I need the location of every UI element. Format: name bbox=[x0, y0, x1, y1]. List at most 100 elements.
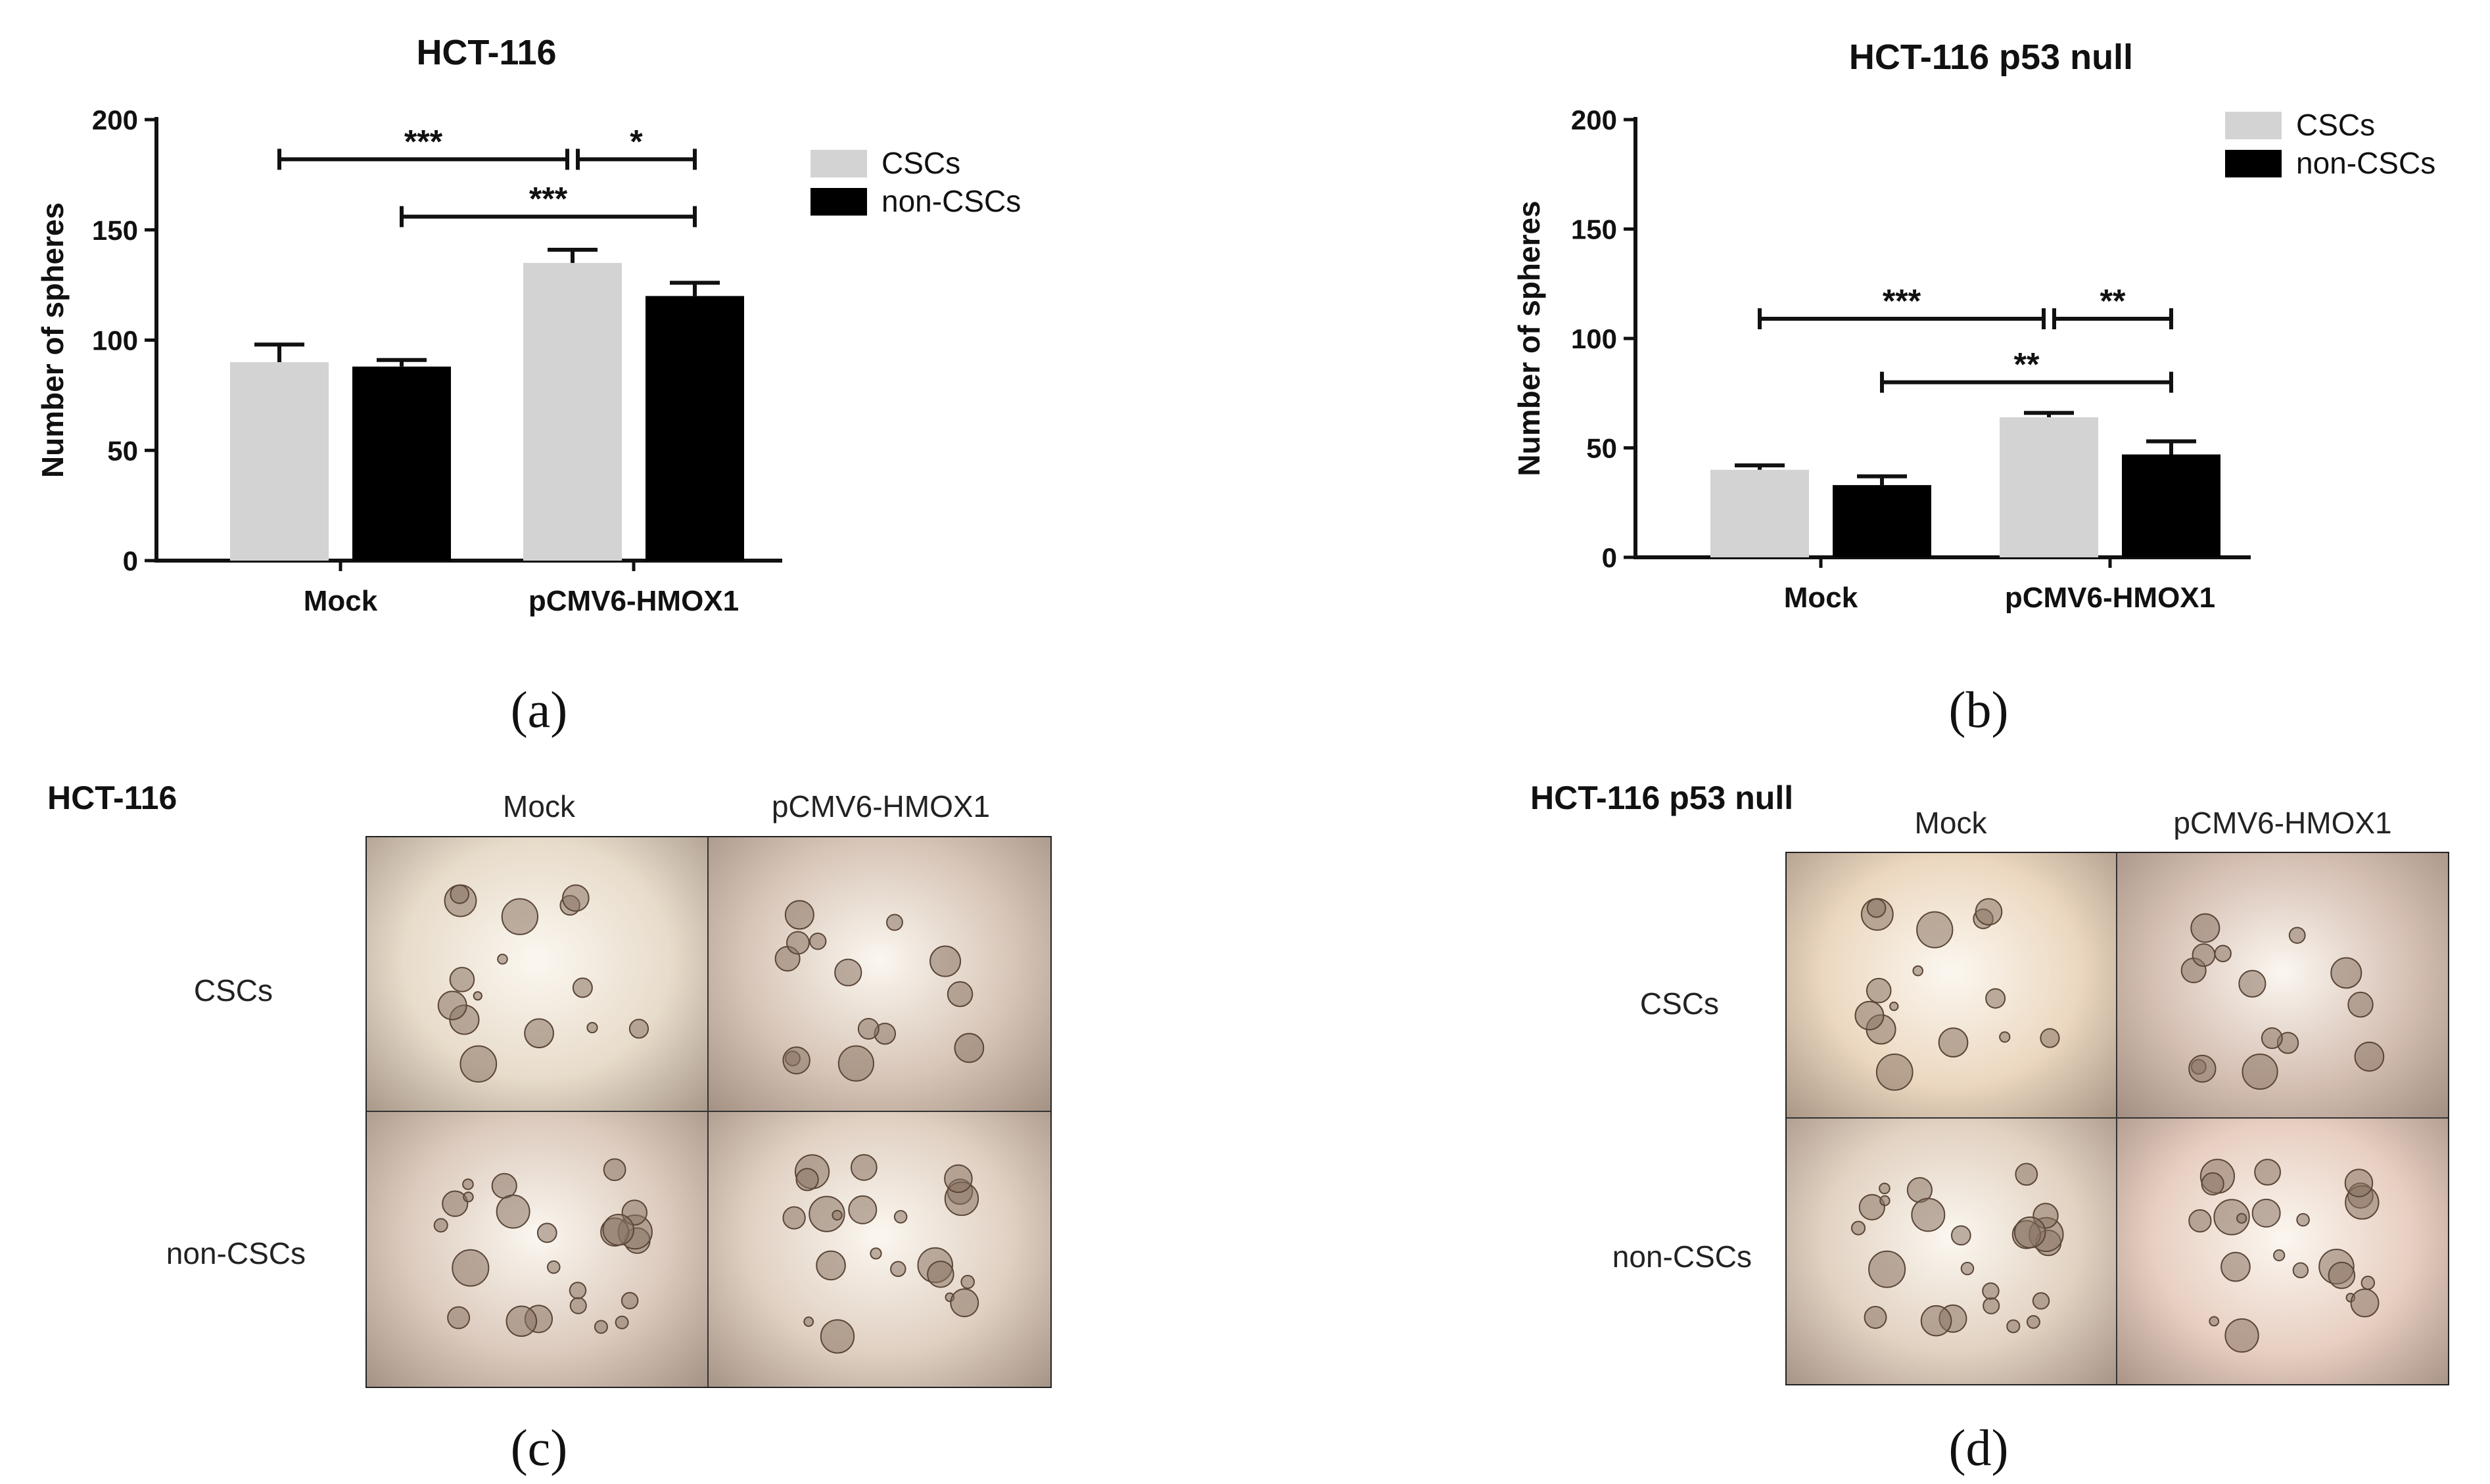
sphere bbox=[505, 1305, 538, 1337]
sphere bbox=[2261, 1027, 2283, 1050]
y-tick-label: 200 bbox=[1571, 104, 1617, 135]
sphere bbox=[786, 931, 810, 955]
legend-label: non-CSCs bbox=[881, 184, 1021, 218]
sphere bbox=[2192, 943, 2216, 967]
y-tick-label: 50 bbox=[107, 435, 138, 466]
micrograph-cscs-mock bbox=[1787, 853, 2117, 1119]
x-tick-label: Mock bbox=[304, 585, 378, 617]
bar-non-cscs bbox=[646, 296, 744, 561]
y-tick-label: 200 bbox=[92, 104, 138, 135]
micrograph-grid-c bbox=[365, 836, 1052, 1388]
sphere bbox=[2213, 1199, 2250, 1236]
sphere bbox=[572, 977, 593, 998]
sphere bbox=[447, 1306, 471, 1330]
sphere bbox=[2296, 1213, 2310, 1227]
sphere bbox=[1879, 1195, 1891, 1207]
sphere bbox=[944, 1164, 973, 1194]
sphere bbox=[561, 884, 590, 912]
sphere bbox=[832, 1209, 843, 1221]
sphere bbox=[586, 1021, 598, 1034]
sphere bbox=[2288, 927, 2306, 944]
sphere bbox=[2347, 991, 2374, 1018]
sphere bbox=[1912, 965, 1924, 977]
significance-label: *** bbox=[1883, 283, 1921, 319]
sphere bbox=[1858, 1194, 1885, 1220]
micro-row-c-cscs: CSCs bbox=[193, 973, 273, 1008]
bar-cscs bbox=[1710, 469, 1809, 557]
bar-cscs bbox=[230, 362, 329, 561]
sphere bbox=[954, 1032, 985, 1063]
sphere bbox=[536, 1222, 557, 1243]
micro-row-c-noncscs: non-CSCs bbox=[166, 1236, 306, 1270]
micro-title-d: HCT-116 p53 null bbox=[1530, 779, 1794, 816]
sphere bbox=[621, 1291, 639, 1310]
sphere-cluster bbox=[1850, 1163, 2064, 1337]
y-tick-label: 0 bbox=[1602, 542, 1617, 573]
sphere bbox=[602, 1213, 635, 1246]
sphere bbox=[2190, 913, 2220, 943]
sphere bbox=[2242, 1053, 2278, 1090]
bar-non-cscs bbox=[2122, 454, 2220, 557]
sphere bbox=[857, 1017, 880, 1040]
sphere bbox=[491, 1172, 517, 1199]
legend-label: non-CSCs bbox=[2296, 146, 2435, 180]
sphere bbox=[816, 1250, 846, 1281]
legend-swatch bbox=[2225, 150, 2282, 177]
significance-label: ** bbox=[2100, 283, 2126, 319]
sphere bbox=[2006, 1319, 2021, 1333]
micrograph-noncscs-mock bbox=[367, 1112, 709, 1387]
legend-swatch bbox=[810, 188, 867, 216]
sphere bbox=[449, 967, 475, 992]
sphere bbox=[569, 1297, 587, 1314]
sphere-cluster bbox=[437, 884, 649, 1083]
sphere bbox=[848, 1195, 878, 1224]
sphere bbox=[2273, 1249, 2286, 1262]
sphere bbox=[929, 945, 962, 977]
sphere bbox=[594, 1320, 608, 1334]
sphere bbox=[782, 1046, 810, 1075]
sphere bbox=[450, 884, 470, 904]
sphere bbox=[1938, 1027, 1969, 1058]
sphere bbox=[1864, 1306, 1887, 1329]
y-tick-label: 150 bbox=[1571, 214, 1617, 245]
caption-a: (a) bbox=[510, 681, 568, 738]
sphere bbox=[2292, 1262, 2309, 1279]
y-tick-label: 150 bbox=[92, 215, 138, 246]
sphere bbox=[2238, 969, 2267, 998]
sphere bbox=[1920, 1305, 1952, 1337]
x-tick-label: Mock bbox=[1784, 582, 1858, 614]
sphere bbox=[2254, 1159, 2281, 1186]
sphere bbox=[782, 1206, 806, 1230]
micrograph-noncscs-mock bbox=[1787, 1119, 2117, 1384]
sphere bbox=[442, 1190, 469, 1217]
sphere bbox=[2361, 1276, 2376, 1290]
y-tick-label: 50 bbox=[1586, 433, 1617, 464]
sphere bbox=[2040, 1028, 2060, 1048]
sphere bbox=[547, 1260, 561, 1274]
sphere bbox=[615, 1315, 629, 1330]
chart-title: HCT-116 p53 null bbox=[1849, 37, 2133, 77]
sphere bbox=[2236, 1213, 2247, 1224]
sphere bbox=[960, 1274, 975, 1289]
sphere bbox=[2224, 1318, 2259, 1353]
sphere bbox=[2188, 1054, 2217, 1083]
sphere bbox=[2251, 1198, 2281, 1228]
x-tick-label: pCMV6-HMOX1 bbox=[2005, 582, 2215, 614]
chart-title: HCT-116 bbox=[416, 33, 556, 72]
sphere bbox=[459, 1045, 498, 1083]
bar-non-cscs bbox=[1833, 485, 1931, 557]
sphere bbox=[1916, 911, 1954, 948]
caption-c: (c) bbox=[510, 1419, 568, 1476]
micrograph-grid-d bbox=[1785, 852, 2449, 1385]
sphere bbox=[1850, 1220, 1866, 1236]
sphere bbox=[2330, 957, 2362, 989]
bar-cscs bbox=[523, 263, 622, 561]
sphere bbox=[2209, 1316, 2220, 1327]
sphere bbox=[2350, 1288, 2380, 1318]
y-tick-label: 100 bbox=[1571, 323, 1617, 354]
legend-label: CSCs bbox=[2296, 108, 2375, 142]
sphere bbox=[1985, 988, 2006, 1009]
micro-col-d-hmox1: pCMV6-HMOX1 bbox=[2173, 806, 2392, 840]
sphere bbox=[1889, 1001, 1899, 1011]
x-tick-label: pCMV6-HMOX1 bbox=[529, 585, 739, 617]
